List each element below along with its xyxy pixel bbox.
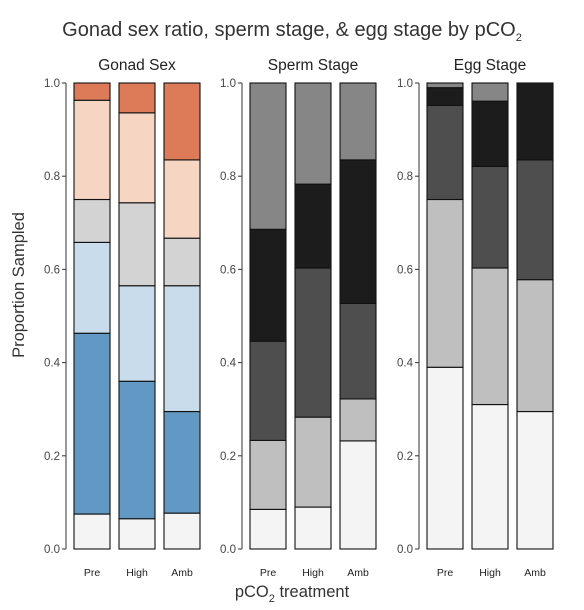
bar-segment-pre-1: [73, 332, 111, 515]
bar-segment-amb-2: [339, 302, 377, 400]
panel-title: Egg Stage: [454, 57, 526, 74]
x-tick-label: High: [479, 567, 501, 579]
bar-segment-amb-3: [516, 82, 554, 161]
bar-segment-high-0: [294, 506, 332, 550]
bar-segment-pre-4: [426, 82, 464, 89]
panel-2: Egg Stage 0.0 0.2 0.4 0.6 0.8 1.0 Pre High Amb: [397, 57, 554, 579]
bar-segment-high-2: [118, 285, 156, 382]
x-tick-label: Amb: [347, 567, 369, 579]
y-tick-label: 0.0: [44, 544, 60, 556]
x-tick-label: Pre: [260, 567, 277, 579]
bar-segment-pre-0: [426, 366, 464, 550]
bar-segment-amb-0: [163, 512, 201, 550]
panel-0: Gonad Sex 0.0 0.2 0.4 0.6 0.8 1.0 Pre High Amb: [44, 57, 201, 579]
chart-title: Gonad sex ratio, sperm stage, & egg stag…: [62, 19, 522, 44]
y-tick-label: 0.4: [220, 358, 237, 370]
bar-segment-high-2: [294, 267, 332, 418]
bar-segment-high-2: [471, 165, 509, 269]
bar-segment-amb-3: [339, 159, 377, 304]
x-axis-label: pCO2 treatment: [235, 583, 350, 605]
bar-segment-high-4: [294, 82, 332, 185]
x-tick-label: Pre: [84, 567, 101, 579]
bar-segment-high-0: [118, 518, 156, 550]
bar-segment-high-3: [294, 183, 332, 269]
bar-segment-high-1: [118, 380, 156, 520]
y-tick-label: 1.0: [220, 78, 236, 90]
bar-segment-amb-0: [339, 440, 377, 550]
y-tick-label: 0.6: [220, 264, 236, 276]
y-tick-label: 0.0: [397, 544, 413, 556]
y-tick-label: 0.0: [220, 544, 236, 556]
x-tick-label: High: [302, 567, 324, 579]
bar-segment-high-3: [118, 202, 156, 287]
bar-segment-amb-2: [163, 285, 201, 413]
y-axis-label: Proportion Sampled: [10, 212, 28, 358]
bar-segment-amb-5: [163, 82, 201, 161]
y-tick-label: 1.0: [44, 78, 60, 90]
x-tick-label: Pre: [437, 567, 454, 579]
bar-segment-high-3: [471, 100, 509, 167]
y-tick-label: 0.2: [220, 451, 236, 463]
bar-segment-high-4: [118, 112, 156, 204]
bar-segment-amb-1: [516, 279, 554, 413]
bar-segment-pre-3: [426, 87, 464, 106]
bar-segment-pre-1: [249, 439, 287, 510]
y-tick-label: 1.0: [397, 78, 413, 90]
y-tick-label: 0.6: [397, 264, 413, 276]
y-tick-label: 0.6: [44, 264, 60, 276]
bar-segment-pre-0: [249, 508, 287, 550]
y-tick-label: 0.8: [397, 171, 413, 183]
bar-segment-pre-5: [73, 82, 111, 101]
bar-segment-pre-3: [73, 198, 111, 243]
bar-segment-amb-1: [163, 410, 201, 514]
panel-title: Sperm Stage: [268, 57, 358, 74]
bar-segment-pre-2: [73, 241, 111, 334]
x-tick-label: High: [126, 567, 148, 579]
bar-segment-amb-2: [516, 159, 554, 281]
bar-segment-high-0: [471, 403, 509, 550]
y-tick-label: 0.4: [44, 358, 61, 370]
bar-segment-pre-4: [249, 82, 287, 230]
bar-segment-pre-3: [249, 228, 287, 342]
bar-segment-amb-4: [339, 82, 377, 161]
bar-segment-high-4: [471, 82, 509, 102]
bar-segment-pre-4: [73, 99, 111, 201]
bar-segment-amb-0: [516, 410, 554, 550]
bar-segment-amb-1: [339, 398, 377, 442]
y-tick-label: 0.4: [397, 358, 414, 370]
y-tick-label: 0.8: [220, 171, 236, 183]
bar-segment-pre-1: [426, 198, 464, 368]
y-tick-label: 0.2: [397, 451, 413, 463]
panel-1: Sperm Stage 0.0 0.2 0.4 0.6 0.8 1.0 Pre High Amb: [220, 57, 377, 579]
bar-segment-amb-3: [163, 237, 201, 287]
y-tick-label: 0.2: [44, 451, 60, 463]
y-tick-label: 0.8: [44, 171, 60, 183]
bar-segment-high-1: [471, 267, 509, 406]
bar-segment-pre-2: [426, 104, 464, 201]
bar-segment-pre-0: [73, 513, 111, 550]
bar-segment-high-5: [118, 82, 156, 114]
x-tick-label: Amb: [171, 567, 193, 579]
panel-title: Gonad Sex: [98, 57, 176, 74]
bar-segment-pre-2: [249, 340, 287, 441]
x-tick-label: Amb: [524, 567, 546, 579]
bar-segment-high-1: [294, 416, 332, 508]
bar-segment-amb-4: [163, 159, 201, 239]
